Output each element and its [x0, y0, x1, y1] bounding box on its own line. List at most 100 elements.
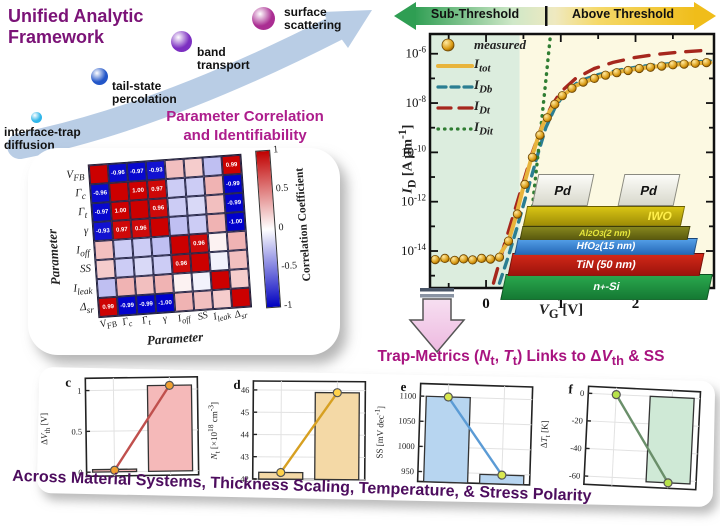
plot-xlabel: VG [V]	[538, 302, 584, 321]
heatmap-cell: 0.97	[146, 179, 168, 200]
heatmap-cell	[228, 249, 249, 270]
progression-arrow	[7, 10, 372, 159]
pd-contact-left: Pd	[531, 174, 595, 206]
correlation-title-line1: Parameter Correlation	[166, 108, 324, 125]
correlation-title: Parameter Correlation and Identifiabilit…	[138, 108, 352, 146]
left-arrowhead-icon	[394, 2, 416, 30]
heatmap-cell	[168, 215, 189, 236]
heatmap-cell	[202, 156, 223, 177]
svg-text:45: 45	[240, 407, 249, 417]
legend-entry: IDit	[436, 118, 556, 139]
heatmap-cell: -0.97	[91, 202, 112, 223]
measured-point	[601, 70, 611, 80]
heatmap-cell	[207, 231, 229, 253]
heatmap-cell	[190, 252, 211, 273]
svg-text:46: 46	[240, 385, 249, 395]
panel-letter: e	[401, 379, 407, 394]
dot-marker-icon	[436, 121, 474, 137]
svg-text:-40: -40	[570, 443, 582, 454]
heatmap-cell: 0.99	[221, 154, 242, 176]
plot-ylabel: ID [A μm-1]	[396, 124, 419, 194]
legend-entry: measured	[436, 34, 556, 55]
measured-point	[527, 152, 537, 162]
heatmap-cell	[186, 195, 207, 216]
bar	[146, 384, 194, 473]
measured-point	[589, 73, 599, 84]
colorbar	[255, 149, 282, 309]
panel-letter: d	[233, 377, 241, 392]
transfer-plot-card: Sub-Threshold Above Threshold 0 1 2 10-6 10-…	[386, 0, 720, 348]
svg-text:43: 43	[240, 452, 249, 462]
measured-point	[645, 62, 656, 72]
measured-point	[503, 236, 514, 246]
heatmap-col-label: γ	[161, 313, 169, 325]
solid-marker-icon	[436, 58, 474, 74]
data-point	[444, 392, 454, 402]
heatmap-cell	[187, 214, 208, 235]
mini-chart-strip: 0 0.5 1 c ΔVth [V] 42 43 44 45 46 d Nt [×1018 cm-3…	[36, 366, 716, 508]
measured-point	[468, 255, 478, 265]
heatmap-cell	[109, 181, 130, 203]
svg-text:0: 0	[78, 467, 82, 477]
trend-line	[615, 393, 670, 484]
heatmap-cell: -1.00	[225, 211, 246, 232]
heatmap-cell	[184, 176, 206, 197]
data-point	[109, 465, 120, 475]
heatmap-col-label: Δsr	[233, 308, 249, 322]
heatmap-cell	[165, 177, 187, 199]
heatmap-cell	[95, 258, 116, 280]
heatmap-cell	[203, 175, 225, 196]
heatmap-cell	[150, 235, 172, 257]
legend-entry: IDt	[436, 97, 556, 118]
pd-contact-right: Pd	[617, 174, 681, 206]
mini-chart-c: 0 0.5 1c	[65, 375, 200, 477]
heatmap-col-label: VFB	[98, 318, 118, 331]
sphere-marker-icon	[436, 37, 474, 53]
measured-point	[701, 57, 712, 68]
heatmap-col-label: Ioff	[176, 313, 192, 326]
layer-tin: TiN (50 nm)	[507, 253, 705, 276]
svg-text:44: 44	[240, 429, 249, 439]
heatmap-cell: -0.97	[126, 161, 147, 182]
framework-step-label: tail-state percolation	[112, 79, 177, 106]
data-point	[663, 478, 673, 488]
framework-title: Unified Analytic Framework	[8, 6, 144, 47]
correlation-tilt-wrap: Parameter VFB Γc Γt γ Ioff SS Ileak Δsr -0.96 -0…	[21, 137, 347, 365]
data-point	[497, 470, 507, 480]
panel-f: 0 -20 -40 -60 f ΔTt [K]	[539, 378, 709, 506]
svg-text:10-14: 10-14	[401, 242, 426, 258]
threshold-banner	[394, 2, 716, 30]
framework-step-dot	[251, 6, 275, 30]
measured-point	[578, 77, 588, 87]
framework-step-dot	[170, 30, 192, 52]
heatmap-cell	[226, 230, 248, 251]
layer-hfo2: HfO 2 (15 nm)	[514, 238, 698, 255]
curve-I_Dit	[521, 34, 553, 285]
heatmap-cell: 1.00	[127, 180, 149, 201]
heatmap-cell	[209, 250, 230, 272]
panel-letter: f	[568, 381, 574, 396]
down-arrow-icon	[408, 288, 466, 354]
heatmap-cell	[96, 277, 117, 299]
svg-text:-60: -60	[569, 470, 581, 481]
legend-entry: Itot	[436, 55, 556, 76]
panel-d: 42 43 44 45 46 d Nt [×1018 cm-3]	[206, 375, 373, 496]
heatmap-cell	[164, 158, 185, 180]
layer-iwo: IWO	[522, 206, 686, 226]
heatmap-cell	[134, 275, 155, 296]
measured-point	[550, 99, 560, 109]
heatmap-col-label: Ileak	[212, 311, 233, 324]
heatmap-row-label: Δsr	[79, 300, 95, 316]
heatmap-cell: 1.00	[110, 200, 131, 221]
heatmap-cell: -0.93	[92, 220, 114, 242]
heatmap-cell	[88, 164, 110, 185]
heatmap-cell: -0.96	[90, 183, 111, 204]
heatmap-cell: -0.99	[224, 192, 245, 214]
svg-text:1: 1	[77, 386, 81, 396]
svg-text:0: 0	[580, 388, 585, 398]
heatmap-cell: -0.96	[107, 162, 128, 184]
panel-c: 0 0.5 1 c ΔVth [V]	[39, 371, 207, 493]
measured-point	[477, 253, 487, 263]
above-threshold-label: Above Threshold	[571, 7, 675, 21]
